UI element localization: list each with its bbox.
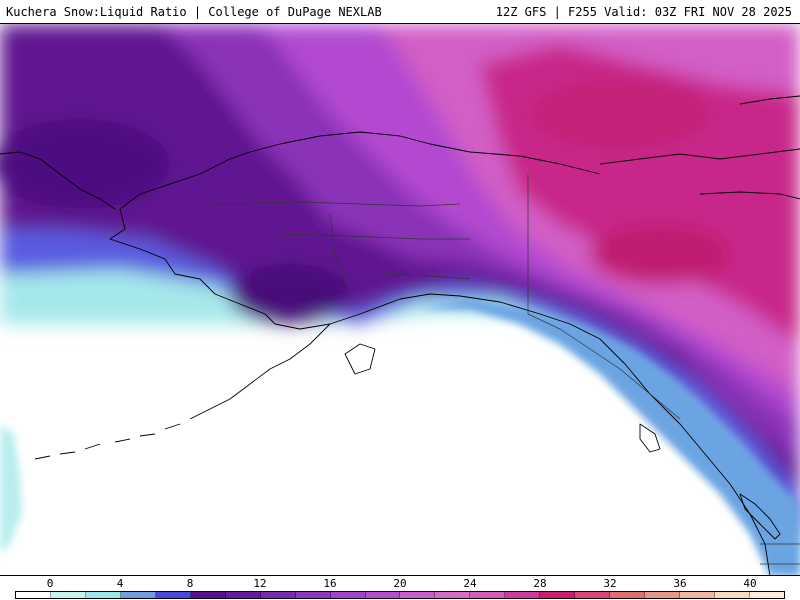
map-header: Kuchera Snow:Liquid Ratio | College of D… [0, 0, 800, 24]
colorbar-tick-label: 40 [743, 577, 757, 590]
southern-ak-coast [299, 293, 771, 575]
arctic-coast [139, 131, 601, 195]
colorbar-swatch [505, 592, 541, 598]
product-title: Kuchera Snow:Liquid Ratio | College of D… [6, 5, 382, 19]
colorbar-tick-label: 8 [186, 577, 194, 590]
colorbar-tick-label: 16 [323, 577, 337, 590]
colorbar-tick-label: 28 [533, 577, 547, 590]
colorbar-swatch [680, 592, 716, 598]
chukotka-coast [0, 151, 116, 210]
canada-islands [599, 95, 800, 200]
colorbar-swatches [15, 591, 785, 599]
colorbar-tick-labels: 0 4 8 12 16 20 24 28 32 36 40 [0, 576, 800, 590]
colorbar-tick-label: 36 [673, 577, 687, 590]
colorbar-swatch [120, 592, 156, 598]
colorbar-swatch [260, 592, 296, 598]
colorbar-swatch [750, 592, 784, 598]
colorbar-tick-label: 0 [46, 577, 54, 590]
colorbar-swatch [575, 592, 611, 598]
colorbar-swatch [540, 592, 576, 598]
ratio-max-north-canada [530, 79, 710, 149]
colorbar-swatch [645, 592, 681, 598]
colorbar-tick-label: 20 [393, 577, 407, 590]
colorbar-swatch [365, 592, 401, 598]
colorbar-swatch [225, 592, 261, 598]
colorbar-swatch [295, 592, 331, 598]
colorbar-tick-label: 4 [116, 577, 124, 590]
coastlines [0, 95, 800, 575]
admin-lines [209, 201, 471, 285]
colorbar-swatch [470, 592, 506, 598]
forecast-map[interactable] [0, 24, 800, 576]
ratio-min-bering [0, 119, 170, 209]
alaska-peninsula [189, 323, 331, 420]
cyan-tongue-southwest [0, 424, 22, 554]
ratio-min-southwest-ak [230, 264, 350, 324]
colorbar-swatch [16, 592, 51, 598]
kodiak-island [344, 343, 376, 375]
colorbar-swatch [610, 592, 646, 598]
borders [209, 174, 800, 565]
snow-ratio-field [0, 24, 800, 575]
blue-coastal-gulf [420, 299, 800, 575]
colorbar-swatch [190, 592, 226, 598]
vancouver-island [739, 493, 781, 540]
colorbar-tick-label: 32 [603, 577, 617, 590]
colorbar-swatch [50, 592, 86, 598]
colorbar-tick-label: 24 [463, 577, 477, 590]
colorbar-tick-label: 12 [253, 577, 267, 590]
colorbar-swatch [715, 592, 751, 598]
colorbar-swatch [330, 592, 366, 598]
ak-canada-border [527, 174, 681, 420]
us-state-lines [760, 543, 800, 565]
colorbar-legend: 0 4 8 12 16 20 24 28 32 36 40 [0, 576, 800, 600]
colorbar-swatch [435, 592, 471, 598]
queen-charlotte [639, 423, 661, 453]
western-ak-coast [109, 193, 301, 330]
aleutian-islands [34, 423, 181, 460]
colorbar-swatch [85, 592, 121, 598]
colorbar-swatch [155, 592, 191, 598]
colorbar-swatch [400, 592, 436, 598]
ratio-max-east-yukon [590, 224, 730, 284]
model-valid-time: 12Z GFS | F255 Valid: 03Z FRI NOV 28 202… [495, 5, 792, 19]
